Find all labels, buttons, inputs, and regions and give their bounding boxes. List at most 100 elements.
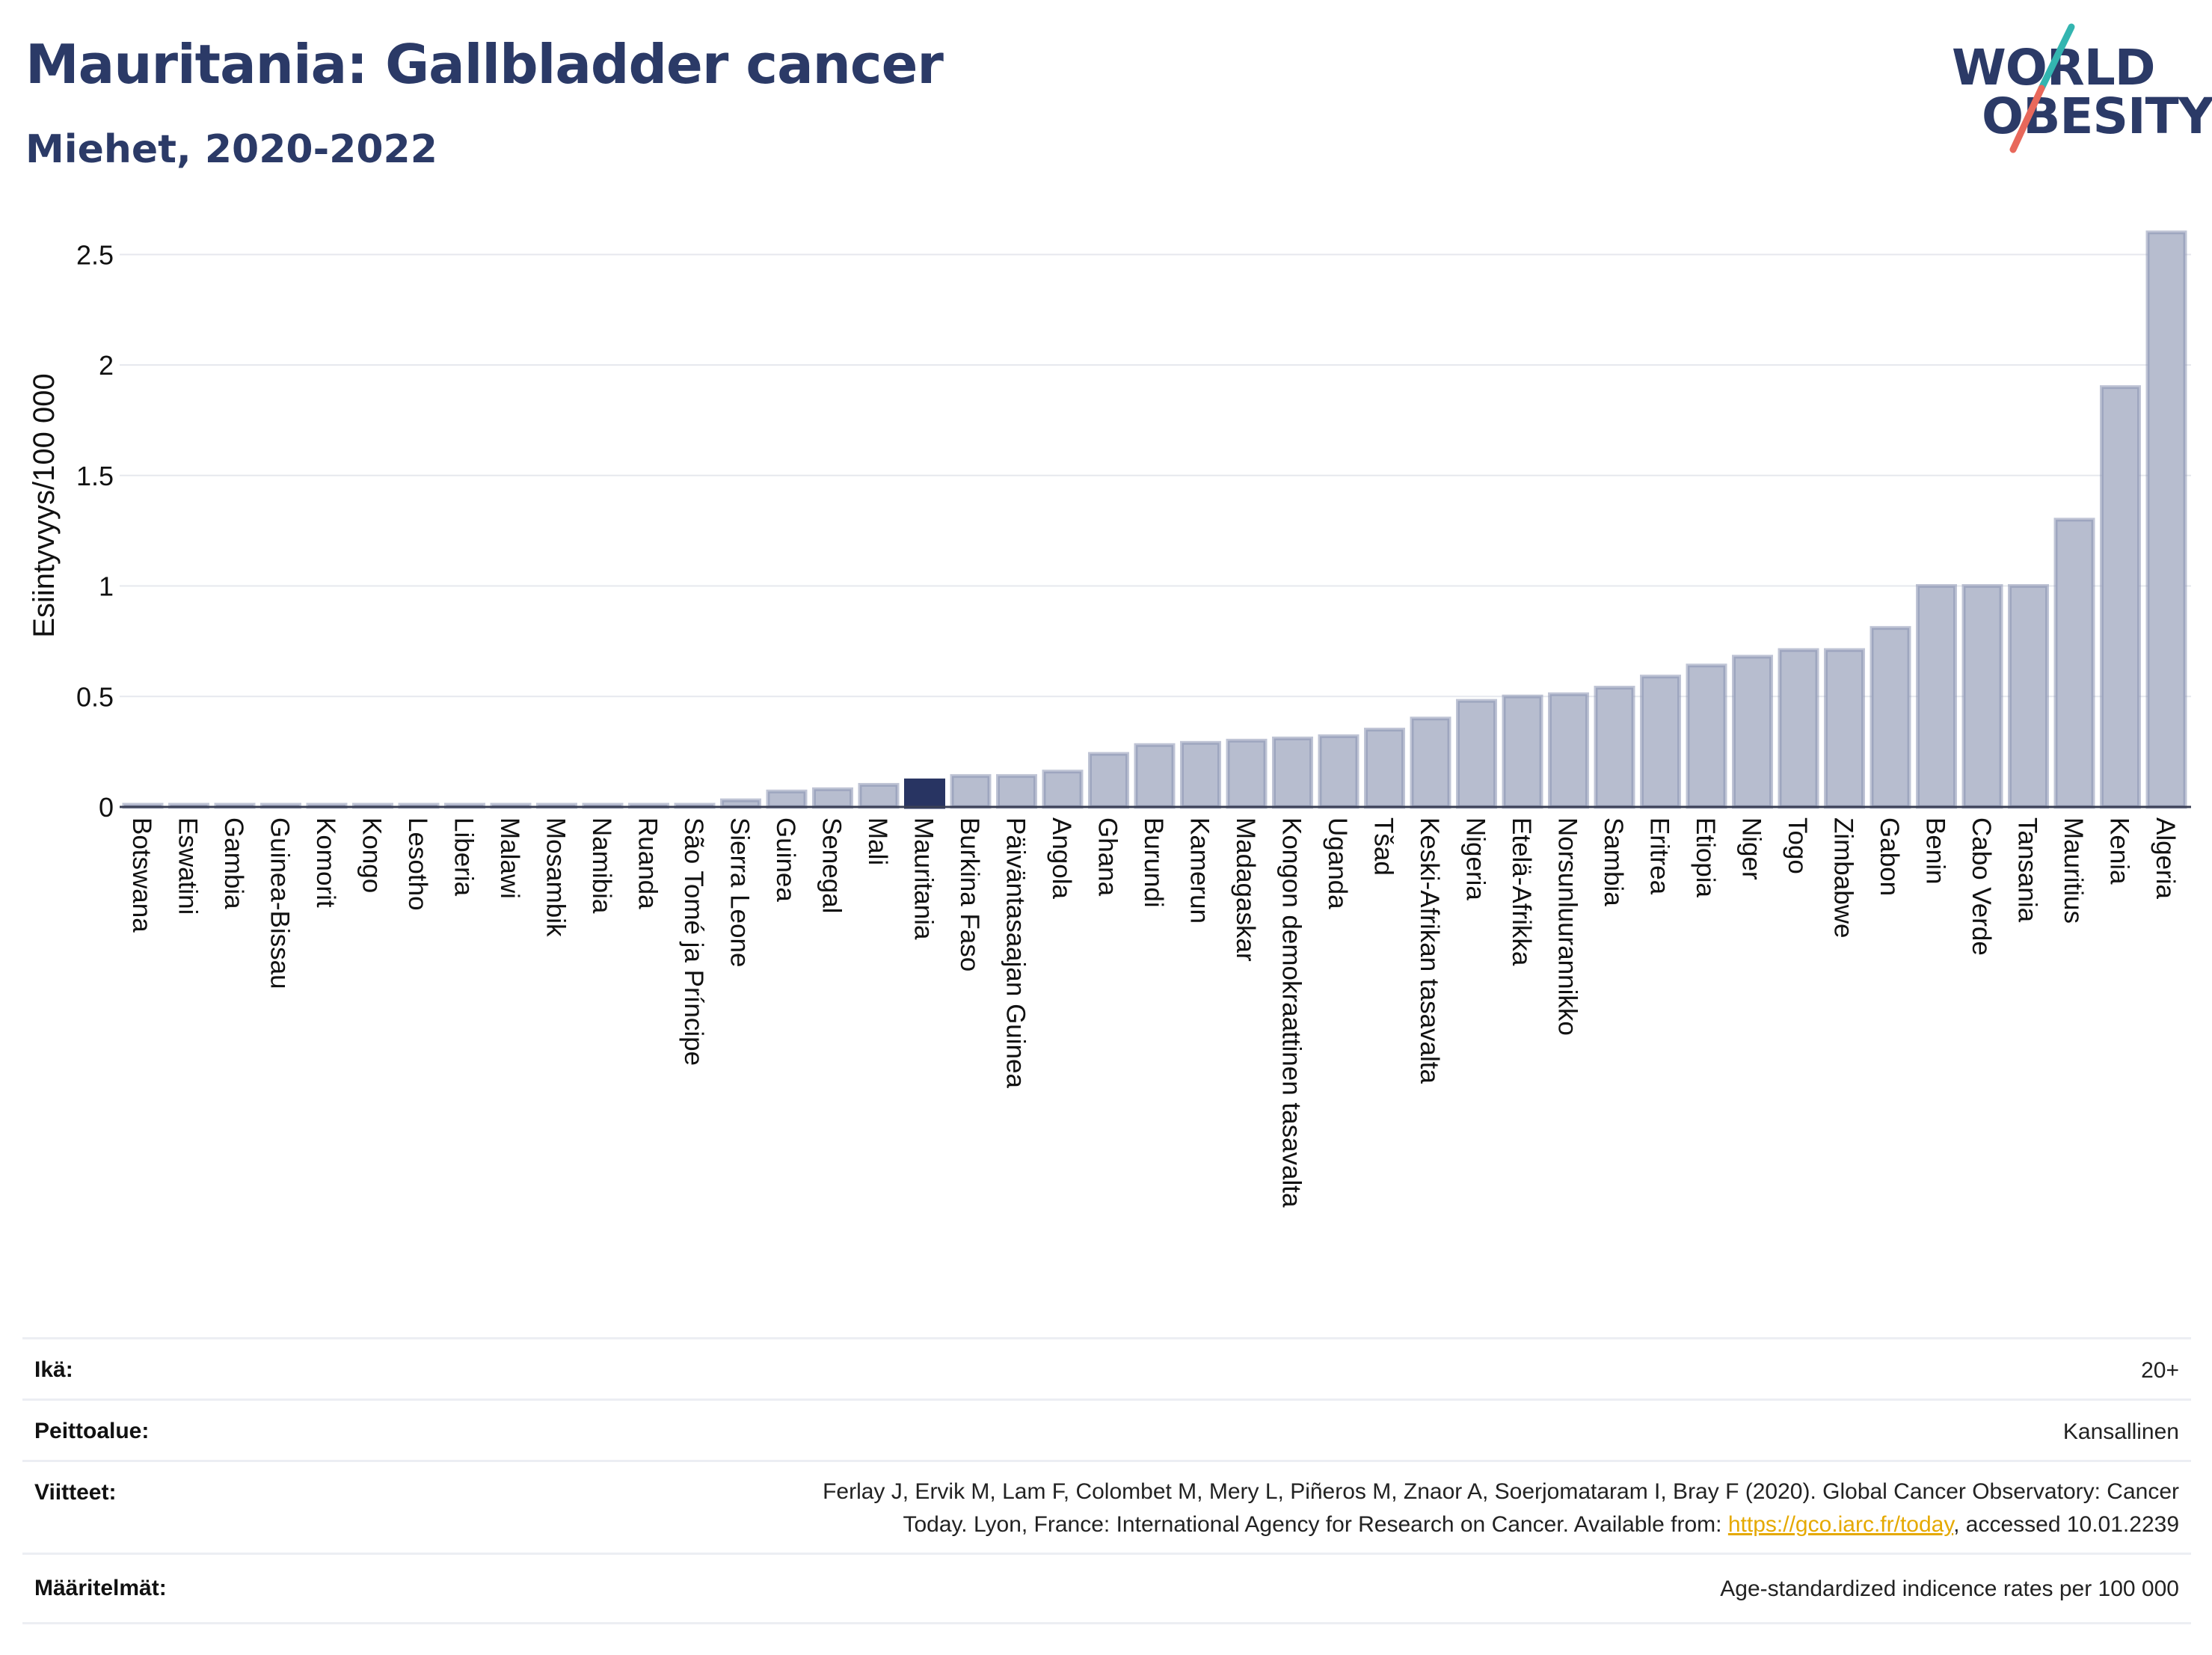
meta-row-definitions: Määritelmät: Age-standardized indicence …	[22, 1553, 2191, 1624]
bar-etel-afrikka	[1502, 694, 1543, 809]
bars	[122, 230, 2187, 809]
bar-algeria	[2145, 230, 2187, 809]
x-tick-label: Cabo Verde	[1967, 817, 1996, 956]
bar-chart: 0 0.5 1 1.5 2 2.5 Botswana Eswatini Gambia Guine…	[28, 230, 2191, 1208]
x-tick-label: Mauritania	[909, 817, 938, 940]
bar-sambia	[1594, 685, 1635, 809]
x-tick-label: Burundi	[1139, 817, 1168, 908]
age-value: 20+	[2141, 1358, 2179, 1383]
x-tick-label: Gambia	[219, 817, 248, 909]
x-tick-label: Etelä-Afrikka	[1507, 817, 1536, 966]
bar-togo	[1778, 648, 1819, 809]
x-tick-label: Guinea-Bissau	[265, 817, 295, 989]
x-tick-label: Liberia	[449, 817, 479, 897]
x-tick-label: Eswatini	[173, 817, 203, 915]
x-tick-label: Kamerun	[1185, 817, 1214, 924]
x-tick-label: Kongon demokraattinen tasavalta	[1277, 817, 1306, 1208]
x-tick-label: Mauritius	[2059, 817, 2088, 924]
world-obesity-logo: WORLD OBESITY	[1952, 21, 2212, 163]
x-tick-label: Senegal	[817, 817, 847, 913]
bar-burundi	[1134, 743, 1176, 809]
bar-zimbabwe	[1824, 648, 1865, 809]
references-link[interactable]: https://gco.iarc.fr/today	[1727, 1512, 1954, 1537]
x-tick-label: Tšad	[1369, 817, 1398, 876]
bar-niger	[1732, 654, 1773, 809]
meta-row-coverage: Peittoalue: Kansallinen	[22, 1398, 2191, 1462]
x-tick-label: Togo	[1783, 817, 1812, 874]
x-tick-label: Nigeria	[1461, 817, 1490, 900]
y-tick-labels: 0 0.5 1 1.5 2 2.5	[76, 239, 114, 823]
logo-slash-icon	[2009, 23, 2075, 153]
x-tick-label: Eritrea	[1645, 817, 1674, 895]
references-line-1: Ferlay J, Ervik M, Lam F, Colombet M, Me…	[823, 1479, 2179, 1504]
x-tick-label: Zimbabwe	[1829, 817, 1858, 938]
references-label: Viitteet:	[34, 1480, 117, 1505]
references-accessed: , accessed 10.01.2239	[1953, 1512, 2179, 1537]
coverage-value: Kansallinen	[2062, 1419, 2179, 1444]
bar-nigeria	[1456, 698, 1497, 809]
x-tick-label: Lesotho	[403, 817, 432, 911]
bar-norsunluurannikko	[1548, 692, 1589, 809]
references-value: Ferlay J, Ervik M, Lam F, Colombet M, Me…	[823, 1476, 2179, 1541]
x-tick-label: Mosambik	[541, 817, 571, 937]
x-tick-label: Madagaskar	[1231, 817, 1260, 962]
bar-tansania	[2008, 584, 2049, 809]
x-tick-label: Keski-Afrikan tasavalta	[1415, 817, 1444, 1084]
x-tick-label: Sambia	[1599, 817, 1628, 906]
x-tick-label: Guinea	[771, 817, 800, 902]
y-tick-label: 2.5	[76, 239, 114, 270]
x-tick-label: Angola	[1047, 817, 1076, 900]
age-label: Ikä:	[34, 1357, 73, 1382]
x-tick-label: Sierra Leone	[725, 817, 755, 967]
meta-row-references: Viitteet: Ferlay J, Ervik M, Lam F, Colo…	[22, 1460, 2191, 1555]
y-tick-label: 1.5	[76, 461, 114, 491]
bar-guinea	[766, 789, 808, 809]
x-tick-label: Tansania	[2013, 817, 2042, 923]
bar-kamerun	[1180, 740, 1221, 809]
references-text: Today. Lyon, France: International Agenc…	[903, 1512, 1728, 1537]
bar-gabon	[1870, 626, 1911, 809]
bar-etiopia	[1686, 663, 1727, 809]
x-tick-label: Uganda	[1323, 817, 1352, 909]
bar-angola	[1042, 770, 1084, 809]
references-line-2: Today. Lyon, France: International Agenc…	[823, 1508, 2179, 1541]
definitions-value: Age-standardized indicence rates per 100…	[1720, 1576, 2179, 1601]
bar-ghana	[1088, 752, 1129, 809]
x-tick-label: Mali	[863, 817, 892, 865]
bar-burkina-faso	[950, 774, 992, 809]
x-tick-label: Burkina Faso	[955, 817, 984, 971]
x-tick-label: Gabon	[1875, 817, 1904, 896]
bar-p-iv-ntasaajan-guinea	[996, 774, 1037, 809]
coverage-label: Peittoalue:	[34, 1419, 150, 1443]
x-tick-label: Ghana	[1093, 817, 1122, 897]
bar-benin	[1916, 584, 1957, 809]
bar-t-ad	[1364, 728, 1405, 809]
x-tick-label: Kenia	[2105, 817, 2134, 885]
meta-row-age: Ikä: 20+	[22, 1337, 2191, 1401]
x-tick-label: Niger	[1737, 817, 1766, 880]
bar-eritrea	[1640, 675, 1681, 809]
x-tick-label: Kongo	[357, 817, 387, 893]
chart-title: Mauritania: Gallbladder cancer	[25, 33, 944, 96]
x-tick-labels: Botswana Eswatini Gambia Guinea-Bissau Komor…	[127, 817, 2180, 1208]
bar-senegal	[812, 787, 853, 809]
bar-madagaskar	[1226, 738, 1268, 809]
x-tick-label: Norsunluurannikko	[1553, 817, 1582, 1036]
chart-subtitle: Miehet, 2020-2022	[25, 127, 437, 172]
bar-kenia	[2100, 385, 2141, 809]
y-axis-label: Esiintyvyys/100 000	[28, 373, 61, 638]
bar-keski-afrikan-tasavalta	[1410, 716, 1451, 809]
bar-cabo-verde	[1961, 584, 2003, 809]
x-tick-label: Ruanda	[633, 817, 663, 909]
definitions-label: Määritelmät:	[34, 1576, 167, 1600]
y-tick-label: 2	[99, 350, 114, 381]
x-tick-label: Benin	[1921, 817, 1950, 885]
x-tick-label: Etiopia	[1691, 817, 1720, 898]
x-tick-label: Päiväntasaajan Guinea	[1001, 817, 1030, 1088]
bar-mauritania	[904, 779, 945, 809]
bar-mali	[858, 782, 900, 809]
bar-uganda	[1318, 734, 1360, 809]
y-tick-label: 0	[99, 792, 114, 823]
x-tick-label: São Tomé ja Príncipe	[679, 817, 708, 1066]
x-tick-label: Malawi	[495, 817, 524, 899]
